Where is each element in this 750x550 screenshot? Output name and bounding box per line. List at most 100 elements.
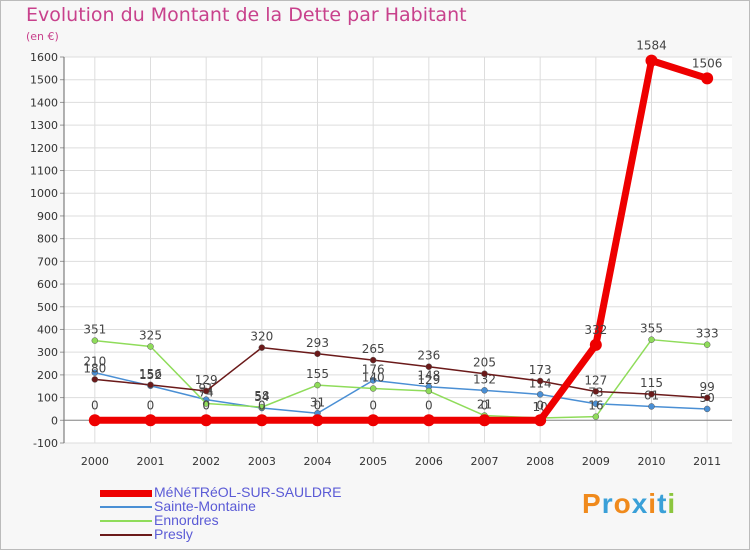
- data-label: 1506: [692, 56, 723, 70]
- data-point: [592, 400, 600, 407]
- data-point: [314, 381, 321, 389]
- chart-title: Evolution du Montant de la Dette par Hab…: [26, 4, 467, 26]
- data-point: [200, 414, 213, 427]
- x-tick-label: 2001: [137, 455, 165, 468]
- data-label: 210: [83, 355, 106, 369]
- data-point: [88, 414, 101, 427]
- legend-label-ennordres: Ennordres: [154, 512, 219, 528]
- data-point: [255, 414, 268, 427]
- data-point: [147, 381, 154, 389]
- data-point: [536, 391, 544, 398]
- data-label: 58: [254, 389, 269, 403]
- legend: MéNéTRéOL-SUR-SAULDRE Sainte-Montaine En…: [100, 484, 400, 542]
- y-tick-label: 700: [37, 255, 58, 268]
- plot-area: [64, 57, 732, 443]
- series-presly: 180 156 129 320 293 265 236 205 173 127 115 99: [83, 330, 715, 402]
- data-label: 320: [250, 330, 273, 344]
- series-m-n-tr-ol-sur-sauldre: 0 0 0 0 0 0 0 0 0 332 1584 1506: [88, 39, 723, 427]
- data-label: 129: [417, 373, 440, 387]
- data-point: [202, 387, 210, 395]
- x-tick-label: 2008: [526, 455, 554, 468]
- logo-letter: i: [667, 488, 677, 519]
- data-label: 333: [696, 327, 719, 341]
- series-line: [94, 338, 708, 419]
- data-label: 99: [700, 380, 715, 394]
- legend-item-menetreol: MéNéTRéOL-SUR-SAULDRE: [100, 484, 400, 500]
- x-tick-label: 2010: [638, 455, 666, 468]
- x-tick-label: 2005: [359, 455, 387, 468]
- data-point: [589, 338, 602, 351]
- x-tick-label: 2011: [693, 455, 721, 468]
- y-tick-label: -100: [33, 437, 58, 450]
- data-label: 0: [536, 398, 544, 412]
- y-tick-label: 1200: [30, 142, 58, 155]
- data-point: [478, 414, 491, 427]
- data-point: [311, 414, 324, 427]
- data-label: 0: [314, 398, 322, 412]
- y-tick-label: 1400: [30, 96, 58, 109]
- data-point: [592, 388, 600, 395]
- y-tick-label: 100: [37, 392, 58, 405]
- data-point: [314, 350, 321, 358]
- data-label: 54: [254, 390, 269, 404]
- data-point: [425, 363, 433, 370]
- data-point: [481, 370, 488, 377]
- data-label: 132: [473, 372, 496, 386]
- logo-letter: x: [631, 488, 649, 519]
- legend-swatch-presly: [100, 534, 152, 536]
- data-point: [648, 403, 655, 410]
- data-label: 180: [83, 361, 106, 375]
- logo-letter: r: [601, 488, 614, 519]
- data-point: [258, 344, 266, 351]
- data-point: [91, 376, 99, 383]
- data-label: 236: [417, 349, 440, 363]
- data-label: 0: [425, 398, 433, 412]
- data-label: 148: [417, 369, 440, 383]
- y-tick-label: 200: [37, 369, 58, 382]
- data-point: [592, 413, 600, 420]
- y-tick-label: 400: [37, 323, 58, 336]
- proxiti-logo: Proxiti: [582, 488, 676, 520]
- legend-swatch-sainte-montaine: [100, 506, 152, 508]
- data-point: [481, 387, 488, 394]
- data-label: 21: [477, 398, 492, 412]
- data-point: [91, 337, 99, 344]
- y-tick-label: 1300: [30, 119, 58, 132]
- data-point: [648, 336, 655, 343]
- data-label: 351: [83, 323, 106, 337]
- data-label: 16: [588, 399, 603, 413]
- series-line: [94, 346, 708, 399]
- data-label: 0: [369, 398, 377, 412]
- data-point: [703, 405, 711, 413]
- y-axis-unit: (en €): [26, 30, 59, 43]
- data-label: 176: [362, 362, 385, 376]
- data-point: [648, 390, 655, 398]
- data-point: [422, 414, 435, 427]
- logo-letter: o: [613, 488, 632, 519]
- x-tick-label: 2004: [304, 455, 332, 468]
- data-label: 173: [529, 363, 552, 377]
- data-label: 129: [195, 373, 218, 387]
- data-point: [369, 356, 377, 364]
- data-point: [91, 369, 99, 376]
- y-tick-label: 500: [37, 301, 58, 314]
- y-tick-label: 0: [51, 414, 58, 427]
- legend-swatch-menetreol: [100, 490, 152, 497]
- data-label: 0: [91, 398, 99, 412]
- logo-letter: t: [657, 488, 668, 519]
- x-tick-label: 2002: [192, 455, 220, 468]
- data-point: [367, 414, 380, 427]
- logo-letter: P: [582, 488, 602, 519]
- data-label: 0: [202, 398, 210, 412]
- logo-letter: i: [648, 488, 658, 519]
- x-tick-label: 2009: [582, 455, 610, 468]
- data-label: 332: [584, 323, 607, 337]
- data-point: [534, 414, 547, 427]
- data-label: 140: [362, 371, 385, 385]
- data-point: [369, 385, 377, 392]
- data-label: 293: [306, 336, 329, 350]
- legend-item-ennordres: Ennordres: [100, 512, 400, 528]
- x-tick-label: 2007: [471, 455, 499, 468]
- legend-label-menetreol: MéNéTRéOL-SUR-SAULDRE: [154, 484, 342, 500]
